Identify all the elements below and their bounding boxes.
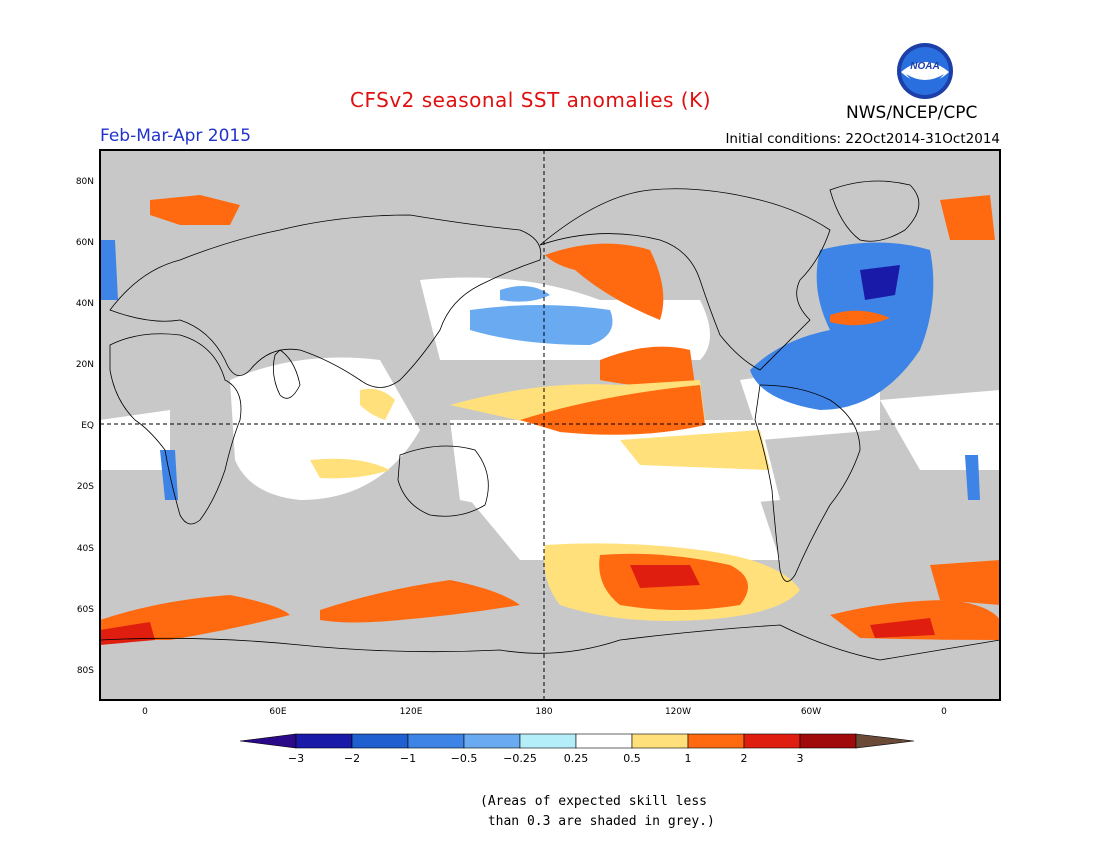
colorbar-label: 1 bbox=[685, 752, 692, 765]
footnote-line-2: than 0.3 are shaded in grey.) bbox=[480, 814, 715, 829]
colorbar-swatch bbox=[799, 733, 857, 749]
colorbar-label: −3 bbox=[288, 752, 304, 765]
coastlines bbox=[99, 180, 1001, 661]
colorbar-label: −0.25 bbox=[503, 752, 537, 765]
lon-tick: 180 bbox=[535, 707, 552, 717]
colorbar-label: 3 bbox=[797, 752, 804, 765]
colorbar-label: −0.5 bbox=[451, 752, 478, 765]
colorbar-over-triangle bbox=[855, 733, 915, 749]
colorbar-under-triangle bbox=[239, 733, 297, 749]
lon-tick: 60E bbox=[269, 707, 286, 717]
sst-anomaly-shading bbox=[100, 195, 1000, 645]
map-frame bbox=[99, 149, 1001, 701]
lat-tick: 60N bbox=[76, 238, 94, 248]
latitude-axis: 80N 60N 40N 20N EQ 20S 40S 60S 80S bbox=[76, 177, 94, 676]
colorbar-swatch bbox=[743, 733, 801, 749]
colorbar: −3 −2 −1 −0.5 −0.25 0.25 0.5 1 2 3 bbox=[239, 733, 915, 765]
lat-tick: 40S bbox=[77, 544, 94, 554]
colorbar-label: −1 bbox=[400, 752, 416, 765]
noaa-logo-icon: NOAA bbox=[897, 43, 953, 99]
colorbar-label: 0.5 bbox=[623, 752, 641, 765]
lon-tick: 120W bbox=[665, 707, 691, 717]
lon-tick: 60W bbox=[801, 707, 821, 717]
lon-tick: 0 bbox=[142, 707, 148, 717]
colorbar-label: 2 bbox=[741, 752, 748, 765]
longitude-axis: 0 60E 120E 180 120W 60W 0 bbox=[142, 707, 947, 717]
organization-label: NWS/NCEP/CPC bbox=[846, 103, 978, 123]
lon-tick: 0 bbox=[941, 707, 947, 717]
lat-tick: 80S bbox=[77, 666, 94, 676]
lat-tick: 40N bbox=[76, 299, 94, 309]
footnote-line-1: (Areas of expected skill less bbox=[480, 794, 707, 809]
lon-tick: 120E bbox=[400, 707, 423, 717]
lat-tick: EQ bbox=[81, 421, 94, 431]
colorbar-label: 0.25 bbox=[564, 752, 589, 765]
colorbar-swatch bbox=[631, 733, 689, 749]
lat-tick: 80N bbox=[76, 177, 94, 187]
colorbar-swatch bbox=[463, 733, 521, 749]
lat-tick: 60S bbox=[77, 605, 94, 615]
colorbar-swatch bbox=[575, 733, 633, 749]
forecast-period: Feb-Mar-Apr 2015 bbox=[100, 126, 252, 146]
colorbar-swatch bbox=[519, 733, 577, 749]
colorbar-swatch bbox=[351, 733, 409, 749]
map-title: CFSv2 seasonal SST anomalies (K) bbox=[350, 88, 711, 112]
colorbar-swatch bbox=[687, 733, 745, 749]
colorbar-swatch bbox=[295, 733, 353, 749]
initial-conditions: Initial conditions: 22Oct2014-31Oct2014 bbox=[725, 131, 1000, 147]
lat-tick: 20N bbox=[76, 360, 94, 370]
lat-tick: 20S bbox=[77, 482, 94, 492]
skill-footnote: (Areas of expected skill less than 0.3 a… bbox=[480, 792, 715, 832]
svg-text:NOAA: NOAA bbox=[910, 61, 939, 72]
colorbar-swatch bbox=[407, 733, 465, 749]
colorbar-label: −2 bbox=[344, 752, 360, 765]
